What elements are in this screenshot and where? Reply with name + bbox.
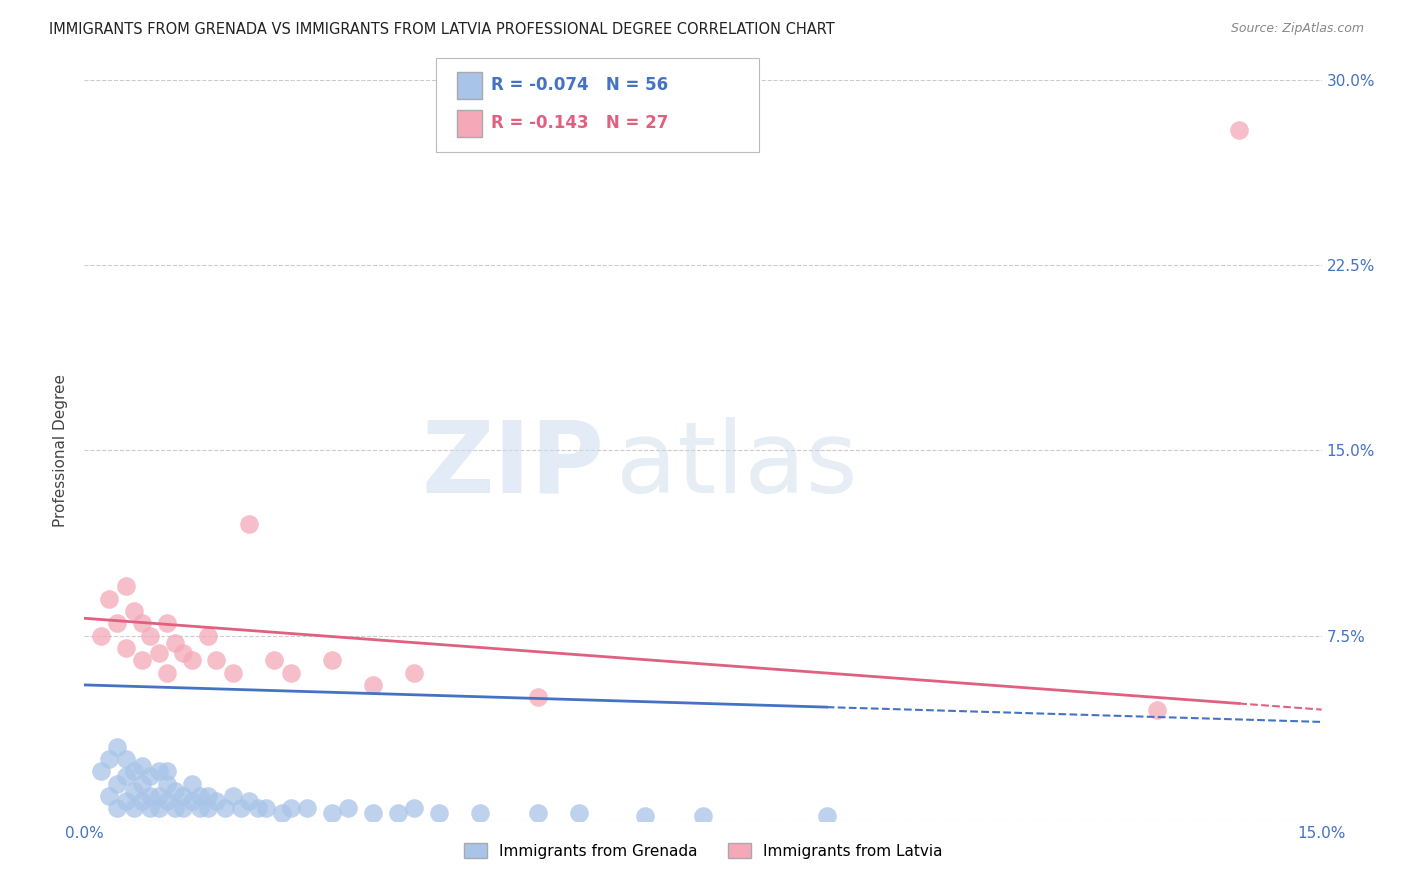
Point: [815, 808, 838, 822]
Point: [139, 628, 162, 642]
Point: [404, 665, 426, 680]
Point: [131, 653, 153, 667]
Text: atlas: atlas: [616, 417, 858, 514]
Point: [205, 653, 228, 667]
Point: [238, 517, 260, 532]
Point: [188, 801, 211, 815]
Point: [114, 794, 136, 808]
Point: [180, 794, 202, 808]
Point: [172, 789, 194, 803]
Point: [131, 794, 153, 808]
Point: [180, 653, 202, 667]
Point: [197, 801, 219, 815]
Point: [114, 640, 136, 655]
Point: [114, 579, 136, 593]
Point: [214, 801, 236, 815]
Point: [295, 801, 318, 815]
Point: [114, 752, 136, 766]
Point: [188, 789, 211, 803]
Point: [139, 801, 162, 815]
Point: [280, 801, 302, 815]
Point: [470, 806, 492, 821]
Point: [114, 769, 136, 783]
Y-axis label: Professional Degree: Professional Degree: [53, 374, 69, 527]
Point: [139, 789, 162, 803]
Point: [148, 764, 170, 779]
Point: [527, 806, 550, 821]
Point: [222, 665, 245, 680]
Point: [156, 794, 179, 808]
Point: [254, 801, 277, 815]
Point: [172, 801, 194, 815]
Point: [90, 764, 112, 779]
Point: [165, 801, 187, 815]
Point: [172, 646, 194, 660]
Point: [229, 801, 252, 815]
Point: [337, 801, 360, 815]
Point: [321, 653, 343, 667]
Point: [139, 769, 162, 783]
Point: [361, 678, 384, 692]
Point: [527, 690, 550, 705]
Legend: Immigrants from Grenada, Immigrants from Latvia: Immigrants from Grenada, Immigrants from…: [457, 837, 949, 865]
Point: [246, 801, 269, 815]
Point: [156, 764, 179, 779]
Text: R = -0.143   N = 27: R = -0.143 N = 27: [491, 114, 668, 132]
Point: [180, 776, 202, 791]
Point: [131, 776, 153, 791]
Point: [98, 752, 121, 766]
Point: [131, 759, 153, 773]
Point: [148, 789, 170, 803]
Point: [98, 591, 121, 606]
Text: ZIP: ZIP: [422, 417, 605, 514]
Point: [568, 806, 591, 821]
Point: [122, 784, 145, 798]
Point: [692, 808, 714, 822]
Point: [148, 801, 170, 815]
Point: [165, 784, 187, 798]
Point: [105, 776, 128, 791]
Point: [263, 653, 285, 667]
Point: [387, 806, 409, 821]
Point: [238, 794, 260, 808]
Point: [131, 616, 153, 631]
Point: [197, 628, 219, 642]
Point: [361, 806, 384, 821]
Text: Source: ZipAtlas.com: Source: ZipAtlas.com: [1230, 22, 1364, 36]
Point: [165, 636, 187, 650]
Point: [105, 801, 128, 815]
Point: [156, 776, 179, 791]
Point: [90, 628, 112, 642]
Point: [156, 665, 179, 680]
Point: [156, 616, 179, 631]
Point: [122, 764, 145, 779]
Point: [634, 808, 657, 822]
Point: [105, 616, 128, 631]
Point: [205, 794, 228, 808]
Point: [271, 806, 294, 821]
Point: [98, 789, 121, 803]
Point: [280, 665, 302, 680]
Point: [427, 806, 450, 821]
Point: [222, 789, 245, 803]
Point: [1146, 703, 1168, 717]
Point: [122, 604, 145, 618]
Text: R = -0.074   N = 56: R = -0.074 N = 56: [491, 76, 668, 95]
Point: [122, 801, 145, 815]
Point: [321, 806, 343, 821]
Point: [148, 646, 170, 660]
Point: [404, 801, 426, 815]
Text: IMMIGRANTS FROM GRENADA VS IMMIGRANTS FROM LATVIA PROFESSIONAL DEGREE CORRELATIO: IMMIGRANTS FROM GRENADA VS IMMIGRANTS FR…: [49, 22, 835, 37]
Point: [105, 739, 128, 754]
Point: [1227, 122, 1250, 136]
Point: [197, 789, 219, 803]
